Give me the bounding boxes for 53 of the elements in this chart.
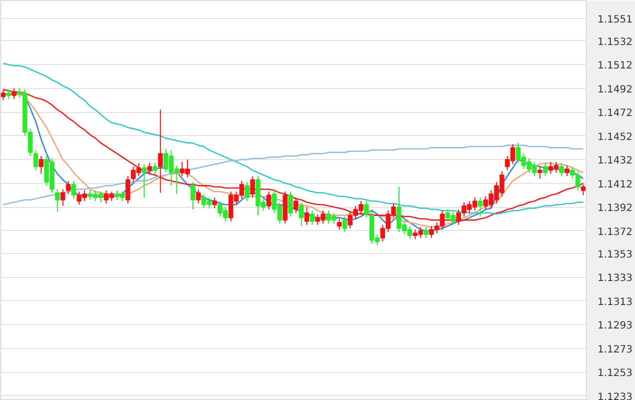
candlestick — [196, 188, 201, 204]
y-tick-label: 1.1273 — [598, 344, 632, 356]
candlestick — [71, 180, 76, 200]
y-tick-label: 1.1532 — [598, 36, 632, 48]
candlestick — [212, 197, 218, 209]
candlestick — [564, 164, 570, 177]
candlestick — [580, 184, 586, 196]
candlestick — [336, 218, 342, 230]
candlestick — [478, 197, 483, 218]
candlestick — [125, 176, 130, 204]
y-tick-label: 1.1353 — [598, 249, 632, 260]
y-tick-label: 1.1512 — [598, 60, 632, 72]
candlestick — [158, 109, 163, 194]
y-tick-label: 1.1233 — [598, 392, 632, 400]
candlestick — [0, 89, 6, 101]
candlestick — [342, 216, 348, 232]
candlestick — [152, 162, 158, 174]
candlestick — [250, 176, 255, 198]
y-tick-label: 1.1253 — [598, 368, 632, 380]
candlestick — [304, 206, 310, 226]
candlestick — [33, 150, 38, 171]
y-tick-label: 1.1372 — [598, 226, 632, 238]
line-series — [2, 144, 584, 206]
y-tick-label: 1.1452 — [598, 132, 632, 143]
candlestick — [6, 89, 12, 100]
y-tick-label: 1.1472 — [598, 108, 632, 120]
candlestick — [364, 200, 369, 218]
candlestick — [266, 191, 272, 210]
y-tick-label: 1.1333 — [598, 273, 632, 284]
candlestick — [38, 155, 44, 174]
candlestick — [190, 182, 196, 210]
candlestick — [537, 166, 542, 180]
candlestick — [60, 188, 66, 206]
candlestick — [66, 180, 71, 194]
y-tick-label: 1.1412 — [598, 179, 632, 190]
candlestick — [424, 226, 428, 238]
candlestick — [244, 182, 250, 202]
candlestick — [294, 197, 298, 214]
candlestick — [310, 210, 315, 226]
y-tick-label: 1.1293 — [598, 320, 632, 332]
candlestick — [142, 164, 147, 198]
candlestick — [542, 162, 548, 177]
y-tick-label: 1.1492 — [598, 84, 632, 96]
candlestick — [298, 202, 304, 227]
candlestick — [288, 191, 293, 218]
y-tick-label: 1.1392 — [598, 203, 632, 214]
y-tick-label: 1.1432 — [598, 156, 632, 167]
candlestick — [12, 88, 16, 100]
candlestick — [55, 188, 60, 212]
candlestick — [559, 162, 564, 177]
y-tick-label: 1.1551 — [598, 14, 632, 26]
candlestick — [147, 162, 152, 174]
y-tick-label: 1.1313 — [598, 296, 632, 308]
